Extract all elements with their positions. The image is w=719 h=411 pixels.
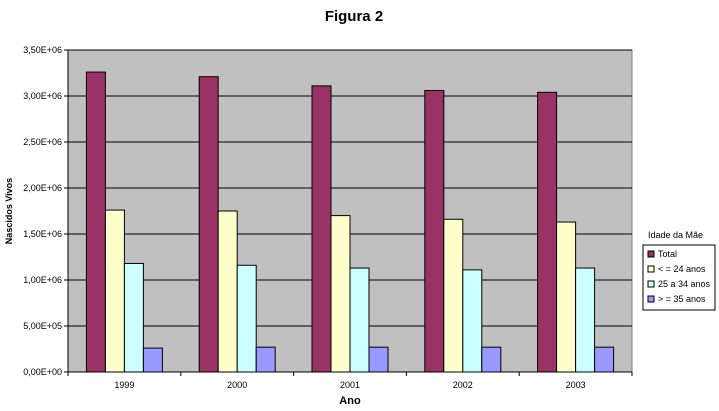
x-tick-label: 2003	[566, 380, 586, 390]
bar--35-anos-2002	[481, 346, 502, 373]
bar-25-a-34-anos-1999	[123, 262, 144, 373]
bar--24-anos-2003	[556, 221, 577, 373]
x-tick-label: 1999	[114, 380, 134, 390]
legend-label: > = 35 anos	[658, 294, 706, 304]
bar-25-a-34-anos-2000	[236, 264, 257, 373]
bar-25-a-34-anos-2003	[575, 267, 596, 373]
legend-swatch	[647, 295, 655, 303]
legend: Total < = 24 anos 25 a 34 anos > = 35 anos	[647, 249, 711, 304]
bar-25-a-34-anos-2002	[462, 269, 483, 373]
legend-box	[642, 244, 716, 311]
y-tick-label: 2,00E+06	[23, 183, 62, 193]
bar-total-2003	[537, 91, 558, 373]
legend-label: 25 a 34 anos	[658, 279, 711, 289]
y-tick-label: 0,00E+00	[23, 367, 62, 377]
legend-label: Total	[658, 249, 677, 259]
y-axis-label: Nascidos Vivos	[4, 178, 14, 244]
legend-title: Idade da Mãe	[648, 230, 703, 240]
y-tick-label: 2,50E+06	[23, 137, 62, 147]
bar-total-2001	[311, 85, 332, 373]
legend-swatch	[647, 265, 655, 273]
bar--24-anos-2002	[443, 218, 464, 373]
bars	[85, 71, 615, 373]
y-axis-ticks: 0,00E+00 5,00E+05 1,00E+06 1,50E+06 2,00E+06…	[23, 45, 68, 377]
chart-title: Figura 2	[325, 8, 383, 25]
bar--35-anos-2001	[368, 346, 389, 373]
y-tick-label: 3,00E+06	[23, 91, 62, 101]
y-tick-label: 3,50E+06	[23, 45, 62, 55]
bar--24-anos-2001	[330, 215, 351, 373]
bar--35-anos-2000	[255, 346, 276, 373]
x-tick-label: 2000	[227, 380, 247, 390]
legend-swatch	[647, 250, 655, 258]
bar--24-anos-1999	[104, 209, 125, 373]
y-tick-label: 1,00E+06	[23, 275, 62, 285]
x-tick-label: 2002	[453, 380, 473, 390]
bar--24-anos-2000	[217, 210, 238, 373]
bar--35-anos-2003	[594, 346, 615, 373]
bar-total-2002	[424, 89, 445, 373]
legend-label: < = 24 anos	[658, 264, 706, 274]
bar--35-anos-1999	[142, 347, 163, 373]
x-axis-ticks: 1999 2000 2001 2002 2003	[67, 372, 633, 390]
x-axis-label: Ano	[339, 395, 361, 407]
y-tick-label: 1,50E+06	[23, 229, 62, 239]
bar-total-1999	[85, 71, 106, 373]
y-tick-label: 5,00E+05	[23, 321, 62, 331]
bar-total-2000	[198, 76, 219, 373]
bar-25-a-34-anos-2001	[349, 267, 370, 373]
x-tick-label: 2001	[340, 380, 360, 390]
legend-swatch	[647, 280, 655, 288]
